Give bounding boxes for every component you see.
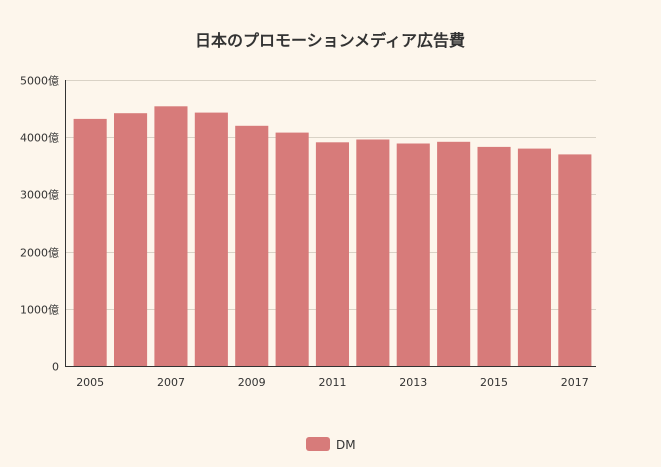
- x-tick-label: 2017: [561, 376, 589, 389]
- y-tick-label: 5000億: [20, 75, 59, 88]
- y-tick-label: 3000億: [20, 189, 59, 202]
- x-tick-label: 2013: [399, 376, 427, 389]
- legend[interactable]: DM: [306, 437, 356, 452]
- legend-swatch-dm[interactable]: [306, 437, 330, 451]
- bar-series-dm: [73, 106, 592, 367]
- bar-2013[interactable]: [396, 143, 430, 367]
- bar-2009[interactable]: [235, 125, 269, 366]
- legend-label-dm[interactable]: DM: [336, 438, 356, 452]
- bar-2011[interactable]: [315, 142, 349, 366]
- y-tick-label: 4000億: [20, 132, 59, 145]
- bar-2014[interactable]: [437, 141, 471, 366]
- bar-2017[interactable]: [558, 154, 592, 366]
- bar-2012[interactable]: [356, 139, 390, 367]
- x-axis-ticks: 2005 2007 2009 2011 2013 2015 2017: [76, 376, 589, 389]
- bar-2006[interactable]: [114, 113, 148, 366]
- y-tick-label: 2000億: [20, 247, 59, 260]
- chart-title: 日本のプロモーションメディア広告費: [195, 31, 465, 50]
- x-tick-label: 2015: [480, 376, 508, 389]
- y-tick-label: 1000億: [20, 304, 59, 317]
- bar-2007[interactable]: [154, 106, 188, 367]
- x-tick-label: 2007: [157, 376, 185, 389]
- bar-2008[interactable]: [194, 112, 228, 366]
- x-tick-label: 2009: [238, 376, 266, 389]
- bar-2016[interactable]: [517, 148, 551, 366]
- y-tick-label: 0: [52, 361, 59, 374]
- y-axis-ticks: 0 1000億 2000億 3000億 4000億 5000億: [20, 75, 59, 374]
- bar-2010[interactable]: [275, 132, 309, 366]
- bar-2015[interactable]: [477, 146, 511, 366]
- x-tick-label: 2005: [76, 376, 104, 389]
- x-tick-label: 2011: [319, 376, 347, 389]
- bar-2005[interactable]: [73, 118, 107, 367]
